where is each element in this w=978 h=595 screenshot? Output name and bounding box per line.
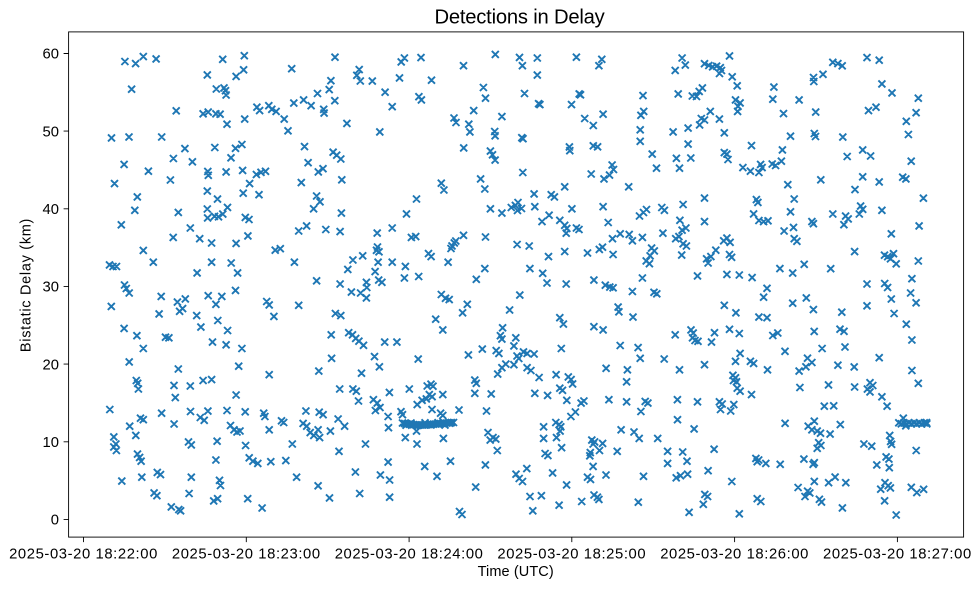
svg-text:10: 10 (43, 435, 59, 451)
svg-text:2025-03-20 18:23:00: 2025-03-20 18:23:00 (172, 547, 321, 563)
svg-text:2025-03-20 18:22:00: 2025-03-20 18:22:00 (9, 547, 158, 563)
svg-text:Time (UTC): Time (UTC) (478, 564, 554, 580)
svg-text:60: 60 (43, 47, 59, 63)
svg-text:2025-03-20 18:27:00: 2025-03-20 18:27:00 (823, 547, 972, 563)
svg-text:2025-03-20 18:25:00: 2025-03-20 18:25:00 (497, 547, 646, 563)
svg-text:0: 0 (51, 513, 59, 529)
svg-text:30: 30 (43, 280, 59, 296)
svg-text:2025-03-20 18:26:00: 2025-03-20 18:26:00 (660, 547, 809, 563)
svg-text:20: 20 (43, 357, 59, 373)
svg-text:40: 40 (43, 202, 59, 218)
svg-text:2025-03-20 18:24:00: 2025-03-20 18:24:00 (335, 547, 484, 563)
svg-text:50: 50 (43, 124, 59, 140)
svg-text:Detections in Delay: Detections in Delay (434, 6, 605, 28)
svg-text:Bistatic Delay (km): Bistatic Delay (km) (19, 218, 35, 352)
